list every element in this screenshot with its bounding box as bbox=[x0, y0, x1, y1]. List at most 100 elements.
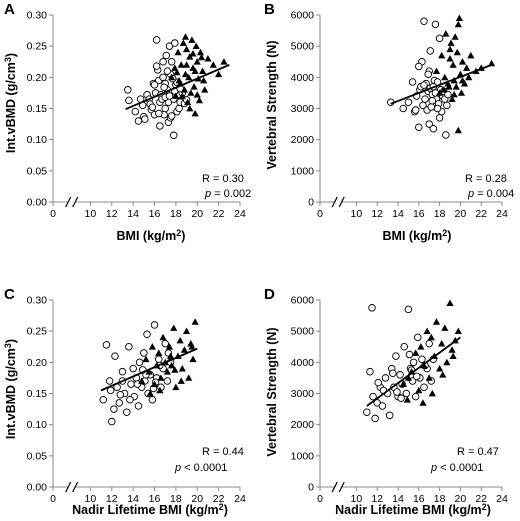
x-tick-label: 22 bbox=[213, 208, 225, 220]
data-point-triangle bbox=[458, 58, 467, 65]
data-point-circle bbox=[414, 333, 422, 342]
data-point-circle bbox=[393, 388, 401, 396]
data-point-circle bbox=[148, 395, 157, 404]
data-point-triangle bbox=[455, 14, 463, 21]
y-tick-label: 0.20 bbox=[27, 357, 48, 369]
y-tick-label: 4000 bbox=[291, 72, 315, 84]
data-point-circle bbox=[160, 83, 168, 92]
data-point-circle bbox=[428, 96, 437, 105]
data-point-triangle bbox=[412, 349, 420, 356]
data-point-triangle bbox=[204, 55, 212, 62]
y-tick-label: 0 bbox=[308, 482, 314, 494]
x-tick-label: 12 bbox=[106, 493, 118, 505]
data-point-circle bbox=[155, 355, 163, 363]
data-point-circle bbox=[368, 304, 376, 312]
y-tick-label: 0.05 bbox=[27, 165, 48, 177]
data-point-circle bbox=[443, 101, 451, 110]
y-tick-label: 0.05 bbox=[27, 450, 48, 462]
data-point-triangle bbox=[436, 89, 444, 96]
x-tick-label: 0 bbox=[317, 493, 323, 505]
data-point-circle bbox=[155, 109, 163, 118]
data-point-circle bbox=[105, 377, 114, 385]
data-point-circle bbox=[433, 104, 442, 113]
x-tick-label: 24 bbox=[496, 493, 508, 505]
data-point-circle bbox=[385, 411, 394, 420]
y-tick-label: 0.10 bbox=[27, 134, 48, 146]
data-point-triangle bbox=[200, 76, 208, 84]
data-point-triangle bbox=[465, 73, 473, 81]
x-tick-label: 18 bbox=[170, 493, 182, 505]
data-point-triangle bbox=[157, 374, 165, 381]
data-point-circle bbox=[396, 371, 404, 379]
y-tick-label: 1000 bbox=[291, 165, 315, 177]
data-point-triangle bbox=[180, 346, 189, 353]
data-point-circle bbox=[167, 112, 176, 120]
data-point-circle bbox=[425, 339, 433, 348]
data-point-triangle bbox=[432, 67, 441, 74]
x-axis-title: Nadir Lifetime BMI (kg/m2) bbox=[335, 502, 491, 517]
data-point-circle bbox=[424, 70, 432, 78]
p-value-label: p < 0.0001 bbox=[174, 462, 227, 474]
x-tick-label: 22 bbox=[213, 493, 225, 505]
data-point-triangle bbox=[191, 109, 199, 117]
y-tick-label: 0.00 bbox=[27, 482, 48, 494]
data-point-circle bbox=[162, 51, 171, 60]
x-axis-title: Nadir Lifetime BMI (kg/m2) bbox=[72, 502, 228, 517]
data-point-triangle bbox=[197, 53, 206, 61]
data-point-circle bbox=[126, 395, 134, 404]
data-point-triangle bbox=[155, 349, 163, 356]
x-tick-label: 12 bbox=[371, 208, 383, 220]
data-point-triangle bbox=[442, 30, 450, 37]
data-point-circle bbox=[159, 58, 167, 66]
data-point-circle bbox=[163, 377, 172, 385]
y-tick-label: 0.30 bbox=[27, 10, 48, 22]
data-point-circle bbox=[161, 339, 169, 348]
data-point-triangle bbox=[181, 33, 190, 40]
data-point-circle bbox=[371, 414, 379, 423]
r-value-label: R = 0.47 bbox=[457, 446, 499, 458]
y-tick-label: 0.10 bbox=[27, 419, 48, 431]
data-point-triangle bbox=[181, 70, 190, 78]
data-point-circle bbox=[399, 104, 407, 113]
x-tick-label: 10 bbox=[351, 493, 363, 505]
y-tick-label: 0 bbox=[308, 197, 314, 209]
p-value-label: p = 0.004 bbox=[467, 188, 514, 200]
data-point-triangle bbox=[449, 352, 457, 359]
data-point-triangle bbox=[423, 327, 431, 335]
data-point-triangle bbox=[185, 374, 193, 381]
data-point-circle bbox=[405, 350, 414, 359]
data-point-triangle bbox=[163, 368, 171, 375]
data-point-circle bbox=[435, 114, 444, 122]
x-tick-label: 12 bbox=[106, 208, 118, 220]
data-point-triangle bbox=[189, 50, 197, 57]
data-point-triangle bbox=[191, 318, 199, 325]
data-point-triangle bbox=[166, 352, 175, 359]
data-point-triangle bbox=[488, 59, 496, 67]
data-point-triangle bbox=[209, 61, 217, 68]
data-point-triangle bbox=[171, 366, 179, 373]
data-point-circle bbox=[411, 106, 420, 114]
data-point-triangle bbox=[445, 83, 453, 90]
data-point-triangle bbox=[148, 343, 156, 350]
data-point-circle bbox=[156, 122, 164, 130]
data-point-triangle bbox=[168, 73, 176, 81]
data-point-triangle bbox=[419, 399, 427, 406]
axis-break-mark bbox=[338, 196, 345, 208]
data-point-circle bbox=[124, 86, 132, 94]
data-point-circle bbox=[167, 58, 176, 66]
trendline bbox=[390, 64, 492, 105]
r-value-label: R = 0.28 bbox=[465, 173, 507, 185]
data-point-circle bbox=[381, 374, 390, 382]
x-tick-label: 10 bbox=[351, 208, 363, 220]
y-tick-label: 0.15 bbox=[27, 103, 48, 115]
data-point-triangle bbox=[454, 20, 462, 28]
x-tick-label: 24 bbox=[496, 208, 508, 220]
x-tick-label: 16 bbox=[413, 493, 425, 505]
data-point-circle bbox=[431, 20, 440, 29]
axis-break-gap bbox=[334, 480, 343, 494]
x-tick-label: 22 bbox=[475, 208, 487, 220]
data-point-circle bbox=[152, 36, 161, 44]
y-tick-label: 5000 bbox=[291, 41, 315, 53]
data-point-circle bbox=[127, 380, 135, 388]
data-point-circle bbox=[400, 343, 408, 351]
